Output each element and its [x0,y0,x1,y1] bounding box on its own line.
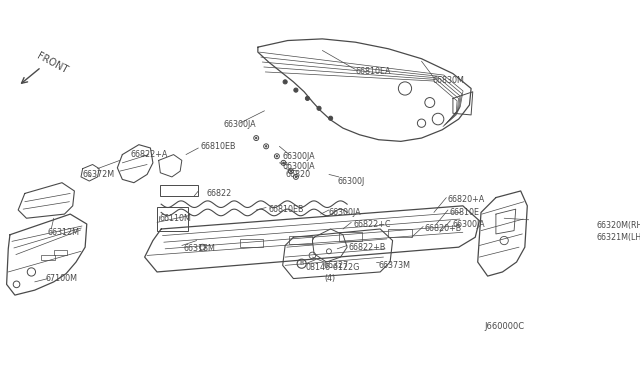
Circle shape [283,80,287,84]
Bar [42,254,54,260]
Text: 66810EB: 66810EB [269,205,304,215]
Text: 66300JA: 66300JA [453,219,486,228]
Text: 66110M: 66110M [159,214,191,223]
Bar [157,208,188,231]
Text: 08146-6122G: 08146-6122G [306,263,360,272]
Circle shape [290,170,292,172]
Circle shape [294,88,298,92]
Text: 66300JA: 66300JA [283,152,316,161]
Bar [289,235,312,244]
Text: 66820+B: 66820+B [425,224,462,234]
Bar [339,232,362,241]
Circle shape [283,162,284,164]
Circle shape [305,96,310,100]
Text: 67100M: 67100M [45,274,77,283]
Text: 66820: 66820 [285,170,310,179]
Text: 66822+A: 66822+A [131,150,168,159]
Text: (4): (4) [324,274,335,283]
Text: 66312M: 66312M [48,228,80,237]
Text: 66300JA: 66300JA [329,208,362,217]
Text: 66820+A: 66820+A [448,195,485,204]
Bar [388,229,412,237]
Text: 66822+B: 66822+B [349,243,386,252]
Circle shape [317,106,321,110]
Circle shape [266,145,267,147]
Text: 66300J: 66300J [337,177,364,186]
Text: 66822: 66822 [207,189,232,198]
Text: 66830M: 66830M [432,76,464,85]
Text: 66321M(LH): 66321M(LH) [596,233,640,242]
Circle shape [276,155,278,157]
Text: 66810E: 66810E [450,208,479,217]
Bar [159,185,198,196]
Text: 66810EA: 66810EA [355,67,391,76]
Text: FRONT: FRONT [35,51,69,76]
Text: 66822+C: 66822+C [354,219,391,228]
Text: 66300JA: 66300JA [223,120,256,129]
Text: J660000C: J660000C [484,323,525,331]
Text: 66373M: 66373M [378,261,410,270]
Text: 66318M: 66318M [184,244,215,253]
Text: B: B [300,261,304,266]
Bar [54,250,67,256]
Text: 66372M: 66372M [83,170,115,179]
Circle shape [295,176,297,178]
Text: 66810EB: 66810EB [201,142,236,151]
Circle shape [255,137,257,139]
Text: 66320M(RH): 66320M(RH) [596,221,640,230]
Text: 66300JA: 66300JA [283,162,316,171]
Bar [240,239,263,247]
Text: 66327: 66327 [324,261,349,270]
Circle shape [328,116,333,120]
